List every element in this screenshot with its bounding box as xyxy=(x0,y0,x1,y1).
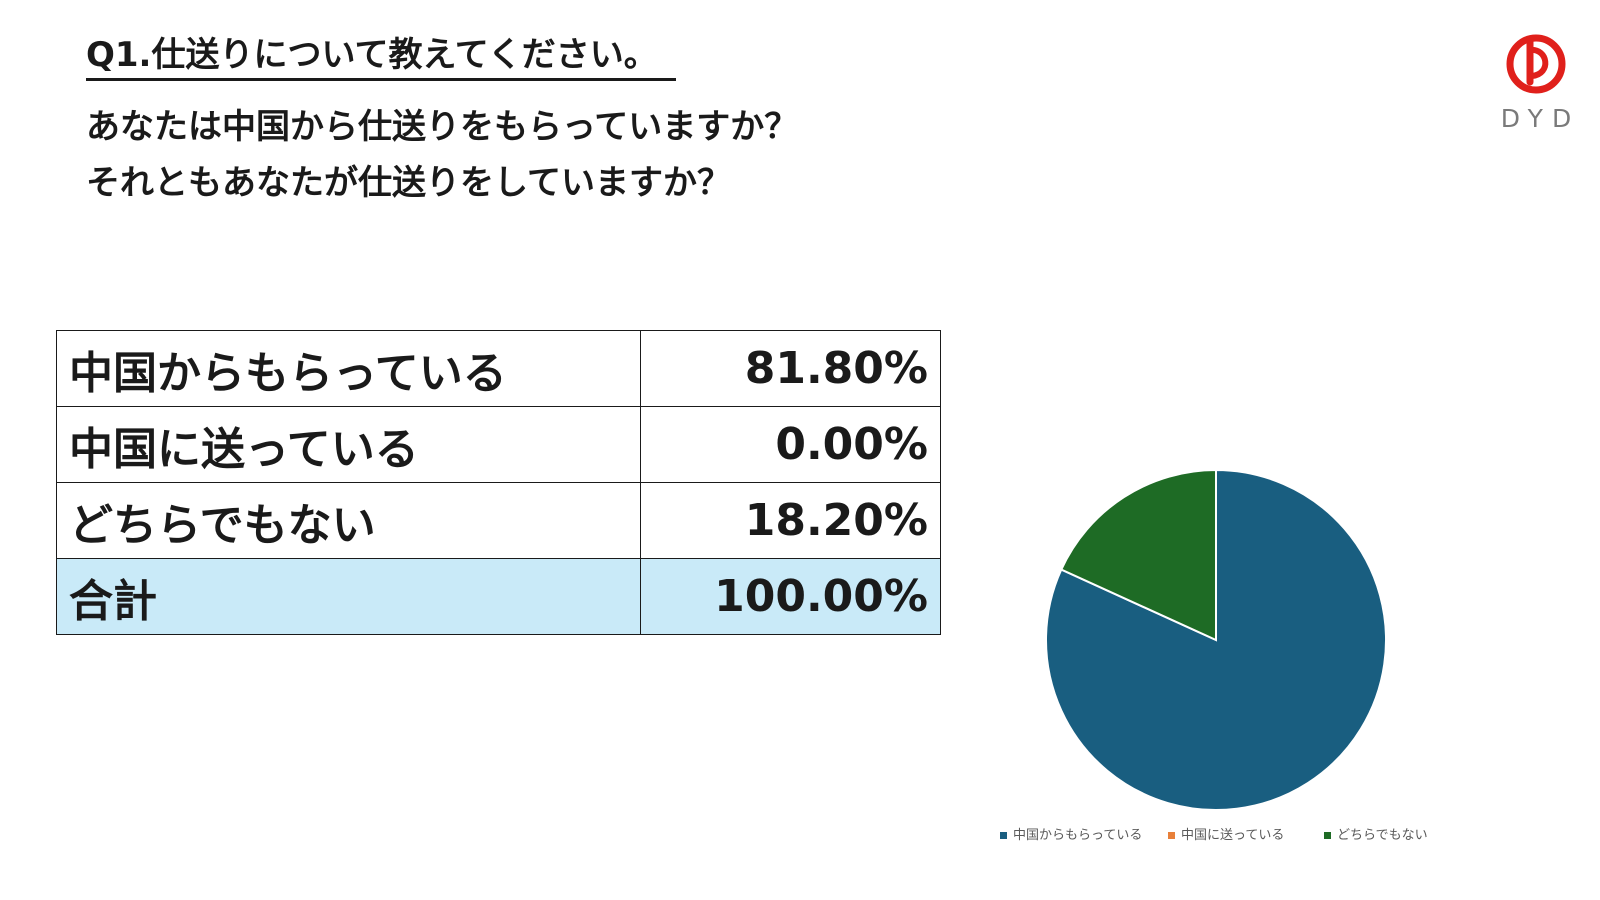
total-row: 合計 100.00% xyxy=(56,558,941,635)
legend-label: 中国からもらっている xyxy=(1013,828,1142,843)
table-row: 中国に送っている 0.00% xyxy=(56,406,941,483)
row-label: どちらでもない xyxy=(56,482,641,559)
pie-slice-3 xyxy=(1059,468,1217,642)
legend-swatch xyxy=(1000,832,1007,839)
table-row: どちらでもない 18.20% xyxy=(56,482,941,559)
row-label: 中国に送っている xyxy=(56,406,641,483)
logo-wordmark: DYD xyxy=(1500,104,1581,133)
legend-swatch xyxy=(1324,832,1331,839)
total-value: 100.00% xyxy=(640,558,941,635)
legend-label: どちらでもない xyxy=(1337,828,1428,843)
legend-swatch xyxy=(1168,832,1175,839)
legend-label: 中国に送っている xyxy=(1181,828,1284,843)
row-label: 中国からもらっている xyxy=(56,330,641,407)
question-line-1: あなたは中国から仕送りをもらっていますか？ xyxy=(86,107,799,147)
question-line-2: それともあなたが仕送りをしていますか？ xyxy=(86,163,731,203)
table-row: 中国からもらっている 81.80% xyxy=(56,330,941,407)
total-label: 合計 xyxy=(56,558,641,635)
row-value: 0.00% xyxy=(640,406,941,483)
dyd-logo-icon xyxy=(1506,34,1566,94)
question-title: Q1.仕送りについて教えてください。 xyxy=(86,32,676,81)
row-value: 18.20% xyxy=(640,482,941,559)
result-table: 中国からもらっている 81.80% 中国に送っている 0.00% どちらでもない… xyxy=(56,330,941,635)
row-value: 81.80% xyxy=(640,330,941,407)
pie-chart: 中国からもらっている 中国に送っている どちらでもない xyxy=(1000,468,1428,843)
